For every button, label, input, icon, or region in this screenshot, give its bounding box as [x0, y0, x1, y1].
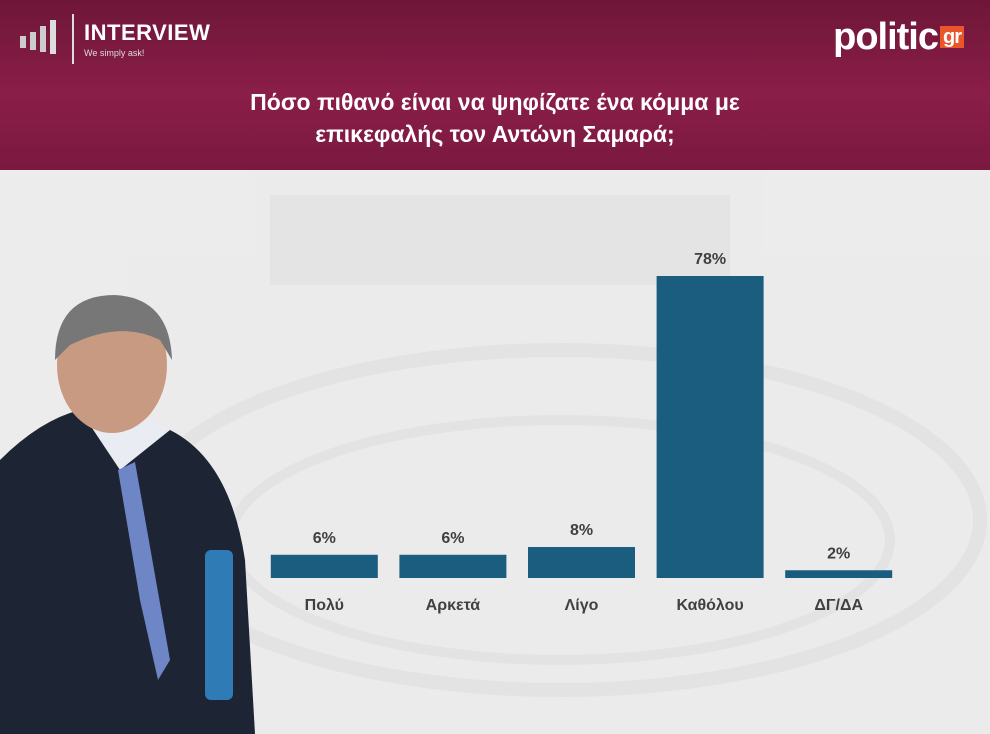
data-label: 8%	[570, 522, 593, 539]
brand-icon	[20, 14, 74, 64]
header: INTERVIEW We simply ask! politic gr Πόσο …	[0, 0, 990, 170]
data-label: 2%	[827, 545, 850, 562]
data-label: 78%	[694, 251, 726, 268]
bar	[528, 547, 635, 578]
bar	[785, 570, 893, 578]
data-label: 6%	[313, 530, 336, 547]
person-photo	[0, 295, 255, 734]
data-label: 6%	[441, 530, 464, 547]
x-tick-label: Αρκετά	[426, 597, 481, 614]
logo: politic gr	[833, 16, 964, 59]
x-tick-label: ΔΓ/ΔΑ	[814, 597, 863, 614]
x-tick-label: Καθόλου	[676, 597, 743, 614]
bar	[656, 276, 764, 578]
brand-name: INTERVIEW	[84, 20, 211, 45]
brand-tagline: We simply ask!	[84, 48, 145, 58]
logo-suffix: gr	[940, 26, 964, 48]
chart-title: Πόσο πιθανό είναι να ψηφίζατε ένα κόμμα …	[250, 89, 740, 147]
logo-text: politic	[833, 16, 939, 58]
x-tick-label: Λίγο	[565, 597, 599, 614]
brand: INTERVIEW We simply ask!	[84, 20, 210, 58]
bar	[399, 554, 507, 578]
bar	[270, 554, 378, 578]
x-tick-label: Πολύ	[305, 597, 344, 614]
